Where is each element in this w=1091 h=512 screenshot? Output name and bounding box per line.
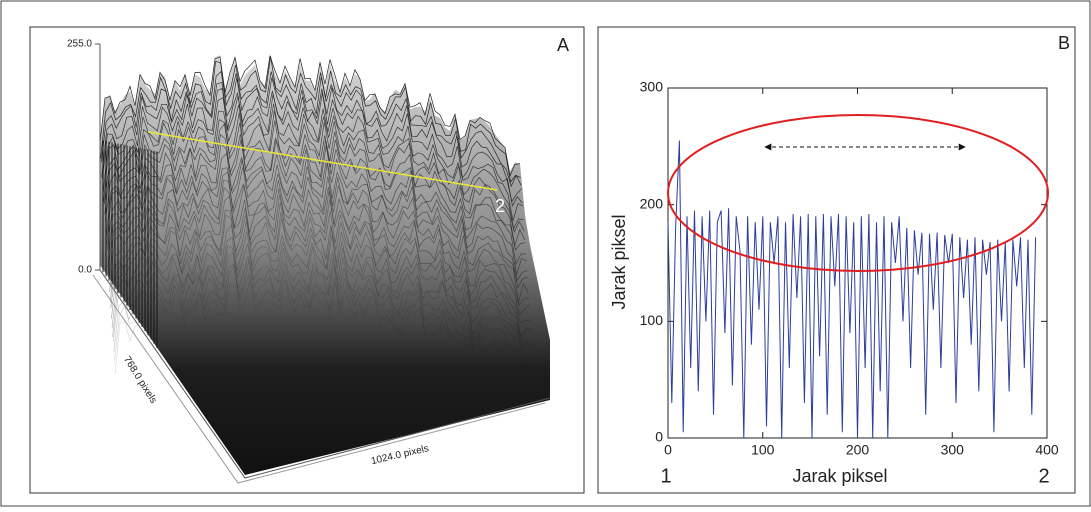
y-tick-label: 0	[655, 429, 663, 445]
contour-line	[106, 152, 527, 275]
point-label: 2	[495, 196, 505, 216]
x-tick-label: 0	[664, 442, 672, 458]
contour-line	[109, 194, 530, 316]
contour-line	[100, 56, 521, 183]
highlight-ellipse	[667, 114, 1049, 272]
point-label: 1	[660, 465, 671, 487]
contour-line	[106, 159, 528, 282]
contour-line	[109, 202, 531, 324]
contour-line	[111, 218, 532, 343]
contour-line	[103, 110, 525, 233]
contour-line	[104, 120, 526, 246]
x-axis-label: Jarak piksel	[792, 466, 887, 486]
x-tick-label: 200	[846, 442, 870, 458]
contour-line	[112, 241, 533, 361]
y-tick-label: 100	[640, 312, 664, 328]
x-tick-label: 400	[1035, 442, 1059, 458]
profile-line	[147, 131, 498, 191]
base-axes	[92, 274, 546, 484]
x-tick-label: 100	[751, 442, 775, 458]
contour-line	[108, 180, 529, 303]
contour-line	[111, 231, 533, 352]
y-tick-label: 200	[640, 195, 664, 211]
contour-line	[110, 212, 531, 338]
y-tick-label: 300	[640, 79, 664, 95]
contour-line	[101, 77, 523, 203]
contour-line	[102, 94, 524, 221]
z-tick-label: 0.0	[78, 265, 92, 276]
contour-line	[108, 184, 530, 306]
contour-line	[105, 133, 526, 251]
z-tick-label: 255.0	[67, 39, 92, 50]
contour-line	[112, 248, 534, 372]
base-axes	[99, 269, 551, 479]
point-label: 2	[1038, 465, 1049, 487]
contour-line	[107, 166, 528, 289]
contour-line	[102, 88, 523, 207]
contour-line	[114, 265, 535, 391]
contour-line	[99, 55, 521, 177]
panel-label: B	[1058, 33, 1070, 53]
panel-label: A	[557, 35, 569, 55]
panel-b: 0 100 200 300 400 0 100 200 300 Jarak piksel Jarak…	[609, 33, 1070, 488]
contour-line	[113, 259, 534, 380]
contour-line	[114, 278, 536, 399]
x-tick-label: 300	[941, 442, 965, 458]
y-axis-label: Jarak piksel	[609, 214, 629, 309]
contour-line	[103, 103, 524, 230]
